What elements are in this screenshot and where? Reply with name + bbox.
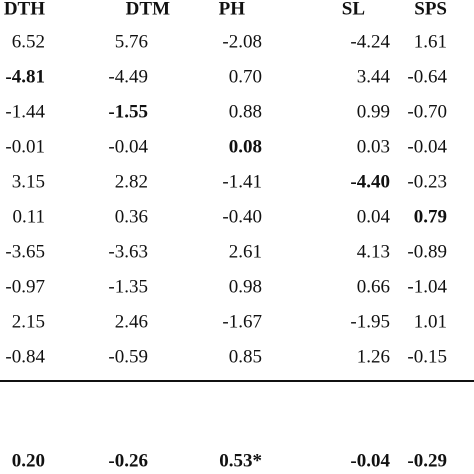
cell: -1.41: [222, 171, 262, 192]
cell: -0.40: [222, 206, 262, 227]
cell: 0.36: [115, 206, 148, 227]
footer-cell: -0.26: [108, 450, 148, 471]
footer-cell: -0.29: [407, 450, 447, 471]
cell: -0.15: [407, 346, 447, 367]
cell: 6.52: [12, 31, 45, 52]
cell: -0.23: [407, 171, 447, 192]
cell: 0.88: [229, 101, 262, 122]
cell: 0.98: [229, 276, 262, 297]
cell: 2.82: [115, 171, 148, 192]
cell: 0.79: [414, 206, 447, 227]
cell: 2.61: [229, 241, 262, 262]
cell: -4.49: [108, 66, 148, 87]
cell: -1.04: [407, 276, 447, 297]
cell: -4.24: [350, 31, 390, 52]
column-header: PH: [219, 0, 246, 19]
cell: 5.76: [115, 31, 148, 52]
cell: -2.08: [222, 31, 262, 52]
column-header: SPS: [414, 0, 447, 19]
cell: 1.61: [414, 31, 447, 52]
cell: -0.84: [5, 346, 45, 367]
column-header: DTM: [126, 0, 170, 19]
column-header: SL: [342, 0, 365, 19]
footer-cell: 0.53*: [219, 450, 262, 471]
cell: -0.64: [407, 66, 447, 87]
cell: -4.40: [350, 171, 390, 192]
cell: 0.04: [357, 206, 391, 227]
cell: 0.08: [229, 136, 262, 157]
cell: 0.03: [357, 136, 390, 157]
column-header: DTH: [4, 0, 45, 19]
cell: -1.35: [108, 276, 148, 297]
cell: -1.55: [108, 101, 148, 122]
cell: 4.13: [357, 241, 390, 262]
footer-cell: -0.04: [350, 450, 390, 471]
cell: -1.95: [350, 311, 390, 332]
cell: 2.15: [12, 311, 45, 332]
cell: -1.44: [5, 101, 45, 122]
footer-cell: 0.20: [12, 450, 45, 471]
cell: 0.99: [357, 101, 390, 122]
cell: -0.89: [407, 241, 447, 262]
cell: -0.01: [5, 136, 45, 157]
cell: 1.26: [357, 346, 390, 367]
cell: 0.85: [229, 346, 262, 367]
cell: -3.65: [5, 241, 45, 262]
cell: -0.70: [407, 101, 447, 122]
cell: 1.01: [414, 311, 447, 332]
cell: 0.11: [12, 206, 45, 227]
cell: -0.59: [108, 346, 148, 367]
cell: 0.66: [357, 276, 390, 297]
cell: 2.46: [115, 311, 148, 332]
cell: -0.04: [108, 136, 148, 157]
cell: 3.44: [357, 66, 391, 87]
cell: 3.15: [12, 171, 45, 192]
cell: -1.67: [222, 311, 262, 332]
cell: -3.63: [108, 241, 148, 262]
cell: 0.70: [229, 66, 262, 87]
cell: -0.04: [407, 136, 447, 157]
cell: -4.81: [5, 66, 45, 87]
cell: -0.97: [5, 276, 45, 297]
